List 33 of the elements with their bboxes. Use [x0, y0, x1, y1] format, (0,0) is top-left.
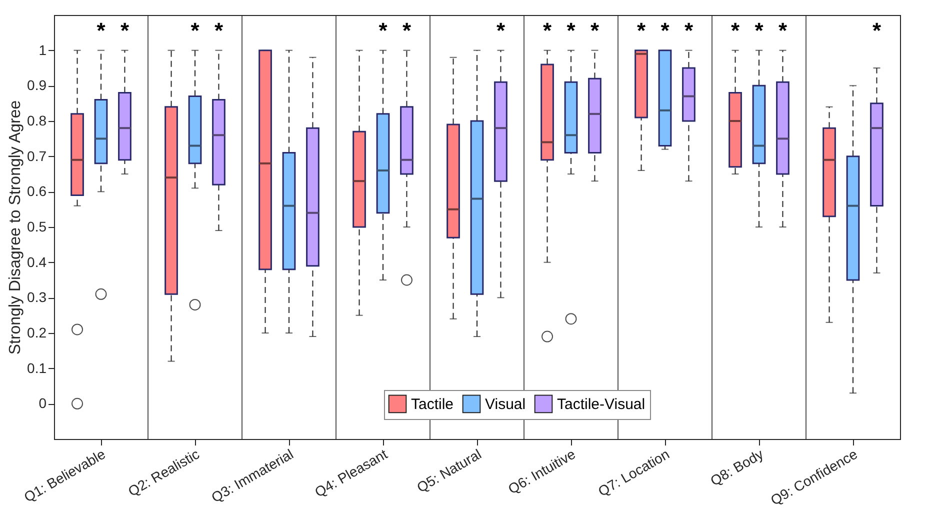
text: *	[730, 18, 740, 43]
text: *	[190, 18, 200, 43]
y-tick-label: 0.4	[27, 254, 47, 270]
y-tick-label: 0.3	[27, 289, 47, 306]
y-tick-label: 0.6	[27, 183, 47, 200]
text: *	[96, 18, 106, 43]
legend-label: Tactile-Visual	[557, 396, 646, 413]
text: *	[636, 18, 646, 43]
y-tick-label: 0.7	[27, 148, 47, 164]
text: *	[754, 18, 764, 43]
y-tick-label: 0.9	[27, 77, 47, 94]
text: *	[120, 18, 130, 43]
text: *	[214, 18, 224, 43]
text: *	[684, 18, 694, 43]
text: *	[566, 18, 576, 43]
x-tick-label: Q8: Body	[707, 446, 766, 489]
text: *	[496, 18, 506, 43]
y-axis-title: Strongly Disagree to Strongly Agree	[7, 100, 24, 355]
text: *	[660, 18, 670, 43]
legend-label: Tactile	[411, 396, 454, 413]
text: *	[590, 18, 600, 43]
y-tick-label: 0	[38, 395, 47, 412]
y-tick-label: 0.2	[27, 324, 47, 340]
y-tick-label: 0.5	[27, 218, 47, 234]
text: *	[402, 18, 412, 43]
text: *	[778, 18, 788, 43]
y-tick-label: 1	[38, 42, 47, 58]
text: *	[378, 18, 388, 43]
text: *	[872, 18, 882, 43]
text: *	[542, 18, 552, 43]
legend-label: Visual	[485, 396, 526, 413]
y-tick-label: 0.8	[27, 112, 47, 128]
y-tick-label: 0.1	[27, 360, 47, 376]
